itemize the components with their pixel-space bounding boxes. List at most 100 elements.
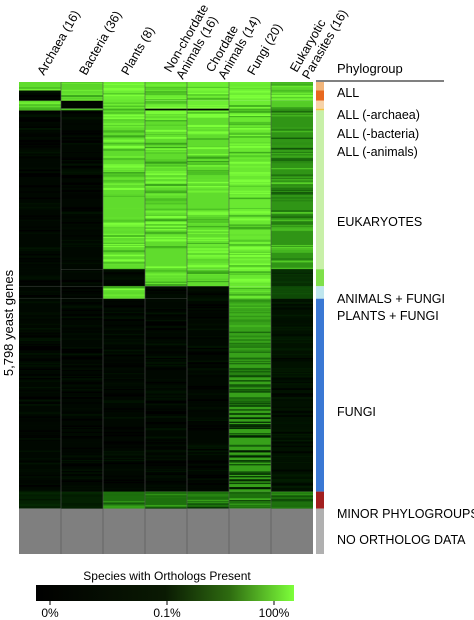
heatmap-streak — [103, 365, 145, 367]
heatmap-streak — [145, 493, 187, 496]
heatmap-streak — [103, 339, 145, 341]
heatmap-streak — [103, 233, 145, 235]
heatmap-streak — [145, 102, 187, 105]
heatmap-streak — [271, 406, 313, 409]
heatmap-streak — [187, 132, 229, 135]
heatmap-streak — [103, 406, 145, 408]
heatmap-streak — [61, 190, 103, 192]
heatmap-streak — [145, 193, 187, 196]
heatmap-streak — [61, 195, 103, 197]
heatmap-streak — [271, 94, 313, 97]
heatmap-streak — [103, 419, 145, 421]
heatmap-streak — [187, 454, 229, 456]
heatmap-streak — [103, 429, 145, 432]
heatmap-streak — [19, 127, 61, 130]
heatmap-streak — [19, 270, 61, 273]
heatmap-streak — [229, 195, 271, 198]
heatmap-streak — [187, 217, 229, 220]
heatmap-streak — [19, 469, 61, 471]
heatmap-streak — [19, 255, 61, 258]
heatmap-streak — [187, 186, 229, 189]
heatmap-streak — [19, 197, 61, 200]
heatmap-streak — [103, 412, 145, 415]
heatmap-streak — [19, 429, 61, 432]
heatmap-streak — [19, 104, 61, 106]
heatmap-cell — [61, 508, 103, 554]
heatmap-streak — [229, 306, 271, 309]
heatmap-streak — [61, 175, 103, 178]
heatmap-streak — [271, 382, 313, 385]
heatmap-streak — [229, 349, 271, 351]
heatmap-streak — [187, 365, 229, 368]
heatmap-streak — [145, 186, 187, 188]
heatmap-streak — [145, 114, 187, 117]
heatmap-streak — [229, 335, 271, 338]
heatmap-streak — [19, 353, 61, 355]
heatmap-streak — [229, 84, 271, 86]
heatmap-streak — [103, 112, 145, 114]
heatmap-streak — [187, 375, 229, 378]
heatmap-streak — [229, 273, 271, 275]
heatmap-streak — [61, 93, 103, 96]
heatmap-streak — [145, 442, 187, 444]
phylogroup-label-9: NO ORTHOLOG DATA — [337, 533, 466, 547]
heatmap-streak — [229, 240, 271, 243]
heatmap-streak — [103, 254, 145, 257]
heatmap-streak — [271, 83, 313, 86]
heatmap-streak — [187, 280, 229, 283]
heatmap-streak — [229, 313, 271, 315]
heatmap-streak — [61, 378, 103, 380]
heatmap-streak — [61, 441, 103, 444]
heatmap-cell — [19, 508, 61, 554]
heatmap-cell — [229, 100, 271, 109]
heatmap-streak — [19, 332, 61, 334]
heatmap-streak — [61, 230, 103, 233]
heatmap-streak — [271, 260, 313, 263]
heatmap-streak — [187, 249, 229, 252]
heatmap-streak — [187, 106, 229, 109]
heatmap-streak — [229, 339, 271, 341]
heatmap-streak — [229, 402, 271, 405]
heatmap-streak — [229, 269, 271, 271]
heatmap-streak — [229, 224, 271, 227]
heatmap-streak — [103, 94, 145, 97]
heatmap-streak — [145, 362, 187, 365]
heatmap-cell — [187, 508, 229, 554]
heatmap-streak — [145, 181, 187, 184]
heatmap-streak — [229, 413, 271, 415]
heatmap-streak — [145, 215, 187, 218]
heatmap-streak — [19, 399, 61, 402]
heatmap-streak — [19, 488, 61, 491]
heatmap-streak — [19, 362, 61, 364]
heatmap-streak — [229, 360, 271, 362]
heatmap-streak — [19, 124, 61, 126]
heatmap-streak — [19, 116, 61, 119]
heatmap-streak — [229, 174, 271, 176]
heatmap-streak — [187, 419, 229, 421]
heatmap-streak — [103, 236, 145, 238]
heatmap-streak — [187, 408, 229, 410]
heatmap-streak — [145, 365, 187, 367]
heatmap-streak — [19, 377, 61, 380]
heatmap-streak — [187, 407, 229, 410]
heatmap-streak — [19, 167, 61, 170]
heatmap-streak — [271, 485, 313, 488]
heatmap-band-1 — [19, 90, 313, 102]
heatmap-streak — [103, 262, 145, 264]
heatmap-streak — [187, 208, 229, 211]
heatmap-streak — [103, 475, 145, 478]
heatmap-streak — [187, 313, 229, 315]
heatmap-streak — [271, 219, 313, 221]
heatmap-streak — [145, 379, 187, 381]
heatmap-streak — [103, 222, 145, 225]
heatmap-streak — [103, 333, 145, 336]
heatmap-streak — [229, 166, 271, 168]
heatmap-streak — [61, 461, 103, 464]
heatmap-streak — [229, 248, 271, 250]
heatmap-cell — [271, 100, 313, 109]
heatmap-streak — [103, 396, 145, 399]
heatmap-streak — [61, 132, 103, 135]
heatmap-streak — [271, 297, 313, 300]
heatmap-streak — [271, 248, 313, 251]
heatmap-streak — [19, 91, 61, 93]
